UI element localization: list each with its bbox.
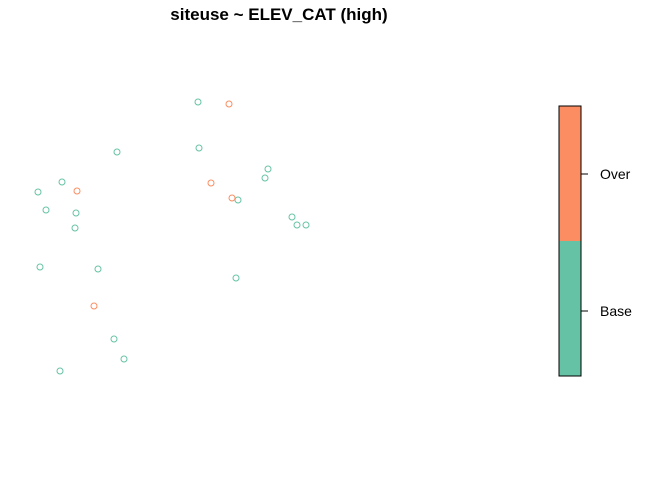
data-point-base-6 — [42, 206, 50, 214]
data-point-base-2 — [113, 148, 121, 156]
data-point-base-18 — [110, 335, 118, 343]
chart-title: siteuse ~ ELEV_CAT (high) — [170, 5, 387, 24]
data-point-base-12 — [288, 213, 296, 221]
data-point-base-11 — [234, 196, 242, 204]
data-point-base-4 — [58, 178, 66, 186]
data-point-base-19 — [120, 355, 128, 363]
data-point-base-14 — [302, 221, 310, 229]
data-point-base-5 — [34, 188, 42, 196]
data-point-base-13 — [293, 221, 301, 229]
data-point-over-1 — [225, 100, 233, 108]
legend-swatch-over — [559, 106, 581, 241]
data-point-base-20 — [56, 367, 64, 375]
legend-label-over: Over — [600, 166, 631, 182]
data-point-base-15 — [36, 263, 44, 271]
legend-swatch-base — [559, 241, 581, 376]
data-point-base-8 — [71, 224, 79, 232]
data-point-base-17 — [232, 274, 240, 282]
points-layer — [34, 98, 310, 375]
data-point-base-10 — [261, 174, 269, 182]
data-point-base-3 — [195, 144, 203, 152]
data-point-over-4 — [228, 194, 236, 202]
legend-label-base: Base — [600, 303, 632, 319]
legend-border — [558, 105, 582, 377]
data-point-over-5 — [90, 302, 98, 310]
data-point-base-1 — [194, 98, 202, 106]
data-point-base-9 — [264, 165, 272, 173]
data-point-over-2 — [73, 187, 81, 195]
data-point-over-3 — [207, 179, 215, 187]
data-point-base-7 — [72, 209, 80, 217]
data-point-base-16 — [94, 265, 102, 273]
legend-colorbar: Over Base — [558, 105, 632, 377]
